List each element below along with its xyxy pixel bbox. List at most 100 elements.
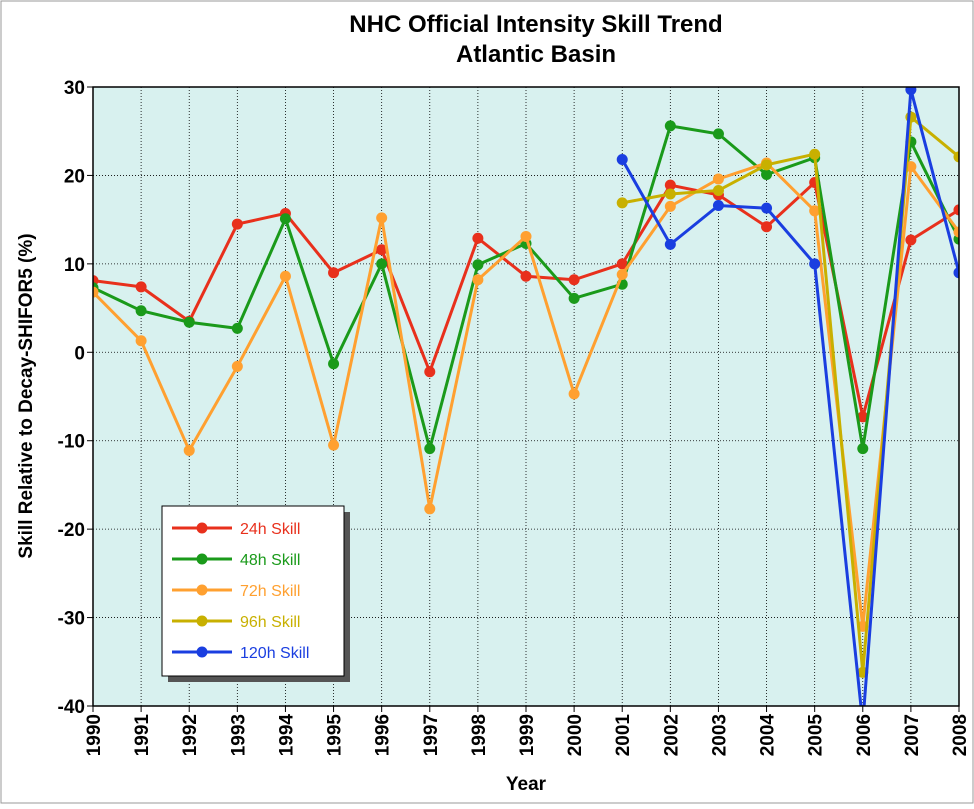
data-point xyxy=(761,169,773,181)
data-point xyxy=(857,443,869,455)
data-point xyxy=(520,230,532,242)
data-point xyxy=(664,238,676,250)
data-point xyxy=(279,270,291,282)
data-point xyxy=(424,366,436,378)
data-point xyxy=(664,120,676,132)
x-tick-label: 1998 xyxy=(469,714,490,756)
legend-marker xyxy=(196,553,208,565)
data-point xyxy=(905,234,917,246)
x-tick-label: 2002 xyxy=(661,714,682,756)
data-point xyxy=(135,281,147,293)
data-point xyxy=(568,388,580,400)
x-tick-label: 1991 xyxy=(132,714,153,757)
legend-marker xyxy=(196,646,208,658)
x-axis-label: Year xyxy=(506,774,547,795)
data-point xyxy=(809,258,821,270)
data-point xyxy=(568,292,580,304)
data-point xyxy=(616,154,628,166)
x-tick-label: 2000 xyxy=(565,714,586,756)
data-point xyxy=(616,258,628,270)
x-tick-label: 1992 xyxy=(180,714,201,756)
data-point xyxy=(520,270,532,282)
data-point xyxy=(664,188,676,200)
data-point xyxy=(712,173,724,185)
data-point xyxy=(761,159,773,171)
data-point xyxy=(135,305,147,317)
x-tick-label: 2006 xyxy=(854,714,875,756)
x-tick-label: 1994 xyxy=(276,714,297,757)
data-point xyxy=(664,179,676,191)
data-point xyxy=(231,218,243,230)
series-group xyxy=(93,87,959,706)
data-point xyxy=(568,274,580,286)
data-point xyxy=(328,267,340,279)
data-point xyxy=(135,335,147,347)
data-point xyxy=(231,360,243,372)
data-point xyxy=(905,87,917,96)
x-tick-label: 1990 xyxy=(84,714,105,756)
x-tick-label: 2001 xyxy=(613,714,634,757)
y-tick-label: 20 xyxy=(64,166,85,187)
chart-subtitle: Atlantic Basin xyxy=(456,41,616,68)
x-tick-label: 2008 xyxy=(950,714,971,756)
data-point xyxy=(809,205,821,217)
data-point xyxy=(953,204,959,216)
legend-label: 72h Skill xyxy=(240,583,300,600)
x-tick-label: 2005 xyxy=(806,714,827,757)
y-tick-label: -10 xyxy=(58,432,85,453)
data-point xyxy=(857,411,869,423)
data-point xyxy=(472,232,484,244)
data-point xyxy=(761,221,773,233)
y-tick-label: 10 xyxy=(64,255,85,276)
y-tick-label: 0 xyxy=(74,343,85,364)
data-point xyxy=(953,151,959,163)
data-point xyxy=(328,358,340,370)
legend-marker xyxy=(196,615,208,627)
data-point xyxy=(712,184,724,196)
data-point xyxy=(376,212,388,224)
data-point xyxy=(376,244,388,256)
x-tick-label: 2004 xyxy=(758,714,779,757)
y-tick-label: -40 xyxy=(58,697,85,718)
legend-marker xyxy=(196,584,208,596)
x-tick-label: 1997 xyxy=(421,714,442,756)
data-point xyxy=(664,200,676,212)
y-tick-label: -20 xyxy=(58,520,85,541)
data-point xyxy=(472,274,484,286)
x-tick-label: 1995 xyxy=(325,714,346,757)
x-tick-label: 1993 xyxy=(228,714,249,756)
data-point xyxy=(231,322,243,334)
data-point xyxy=(953,226,959,238)
legend-label: 96h Skill xyxy=(240,614,300,631)
x-tick-label: 2003 xyxy=(709,714,730,756)
data-point xyxy=(712,199,724,211)
series-line xyxy=(620,89,959,706)
data-point xyxy=(183,316,195,328)
x-tick-label: 2007 xyxy=(902,714,923,756)
data-point xyxy=(761,202,773,214)
legend-label: 48h Skill xyxy=(240,552,300,569)
data-point xyxy=(616,197,628,209)
x-tick-label: 1999 xyxy=(517,714,538,756)
data-point xyxy=(953,267,959,279)
data-point xyxy=(712,128,724,140)
data-point xyxy=(93,286,99,298)
data-point xyxy=(809,148,821,160)
y-tick-label: 30 xyxy=(64,78,85,99)
chart-title: NHC Official Intensity Skill Trend xyxy=(349,11,722,38)
legend-label: 24h Skill xyxy=(240,521,300,538)
legend: 24h Skill 48h Skill 72h Skill 96h Skill 120h… xyxy=(161,505,350,682)
legend-label: 120h Skill xyxy=(240,645,309,662)
y-axis-label: Skill Relative to Decay-SHIFOR5 (%) xyxy=(16,233,37,558)
x-tick-label: 1996 xyxy=(373,714,394,756)
data-point xyxy=(424,503,436,515)
y-tick-label: -30 xyxy=(58,609,85,630)
data-point xyxy=(424,443,436,455)
data-point xyxy=(616,268,628,280)
data-point xyxy=(183,444,195,456)
data-point xyxy=(279,213,291,225)
data-point xyxy=(472,259,484,271)
data-point xyxy=(328,439,340,451)
data-point xyxy=(376,258,388,270)
